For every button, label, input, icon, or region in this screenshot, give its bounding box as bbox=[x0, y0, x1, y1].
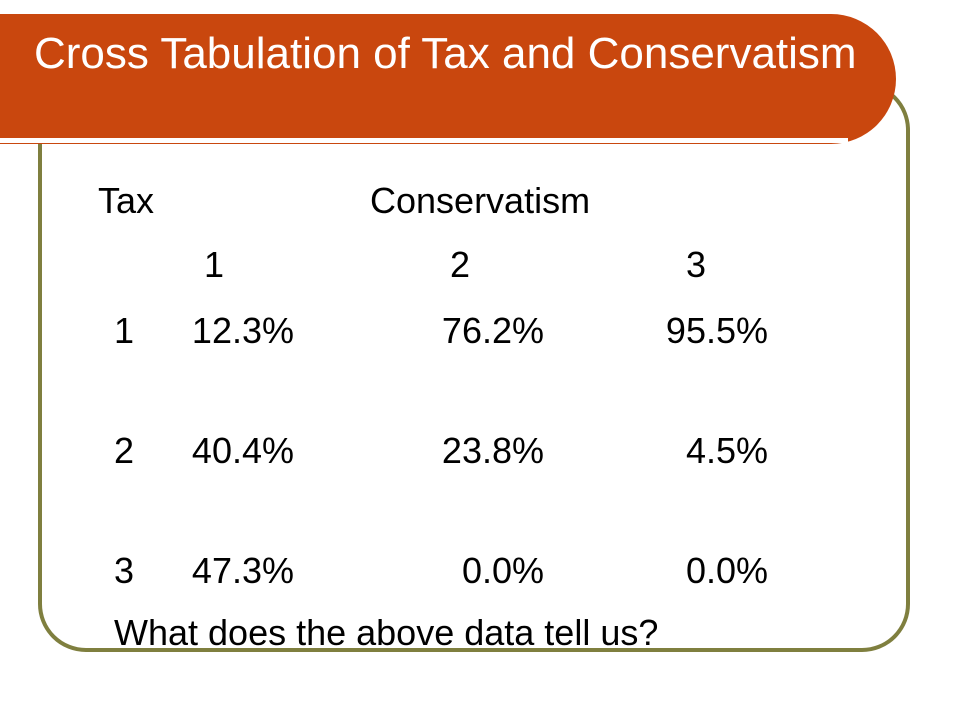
row-label-1: 1 bbox=[114, 310, 135, 351]
title-bar: Cross Tabulation of Tax and Conservatism bbox=[0, 14, 896, 144]
column-header-2: 2 bbox=[450, 244, 471, 285]
cell-r2-c2: 23.8% bbox=[441, 430, 544, 471]
row-variable-label: Tax bbox=[98, 180, 155, 221]
row-label-3: 3 bbox=[114, 550, 135, 591]
title-underline bbox=[0, 138, 848, 143]
slide-title: Cross Tabulation of Tax and Conservatism bbox=[34, 29, 857, 78]
cell-r3-c1: 47.3% bbox=[191, 550, 294, 591]
column-variable-label: Conservatism bbox=[370, 180, 591, 221]
cell-r1-c1: 12.3% bbox=[191, 310, 294, 351]
cell-r1-c3: 95.5% bbox=[665, 310, 768, 351]
column-header-3: 3 bbox=[686, 244, 707, 285]
cell-r1-c2: 76.2% bbox=[441, 310, 544, 351]
question-text: What does the above data tell us? bbox=[114, 612, 659, 653]
cell-r2-c3: 4.5% bbox=[685, 430, 768, 471]
cell-r3-c3: 0.0% bbox=[685, 550, 768, 591]
column-header-1: 1 bbox=[204, 244, 225, 285]
cell-r3-c2: 0.0% bbox=[461, 550, 544, 591]
cell-r2-c1: 40.4% bbox=[191, 430, 294, 471]
row-label-2: 2 bbox=[114, 430, 135, 471]
